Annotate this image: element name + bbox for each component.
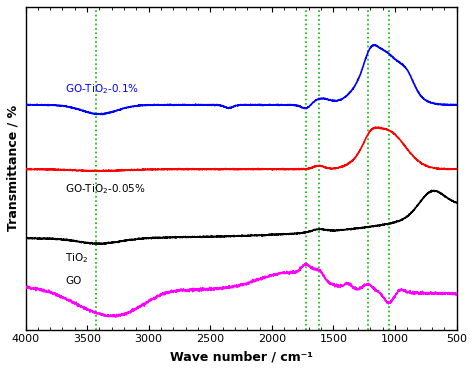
Text: GO-TiO$_2$-0.05%: GO-TiO$_2$-0.05% bbox=[65, 182, 146, 196]
Y-axis label: Transmittance / %: Transmittance / % bbox=[7, 105, 20, 231]
X-axis label: Wave number / cm⁻¹: Wave number / cm⁻¹ bbox=[170, 350, 312, 363]
Text: TiO$_2$: TiO$_2$ bbox=[65, 252, 88, 265]
Text: GO-TiO$_2$-0.1%: GO-TiO$_2$-0.1% bbox=[65, 82, 139, 96]
Text: GO: GO bbox=[65, 276, 81, 286]
